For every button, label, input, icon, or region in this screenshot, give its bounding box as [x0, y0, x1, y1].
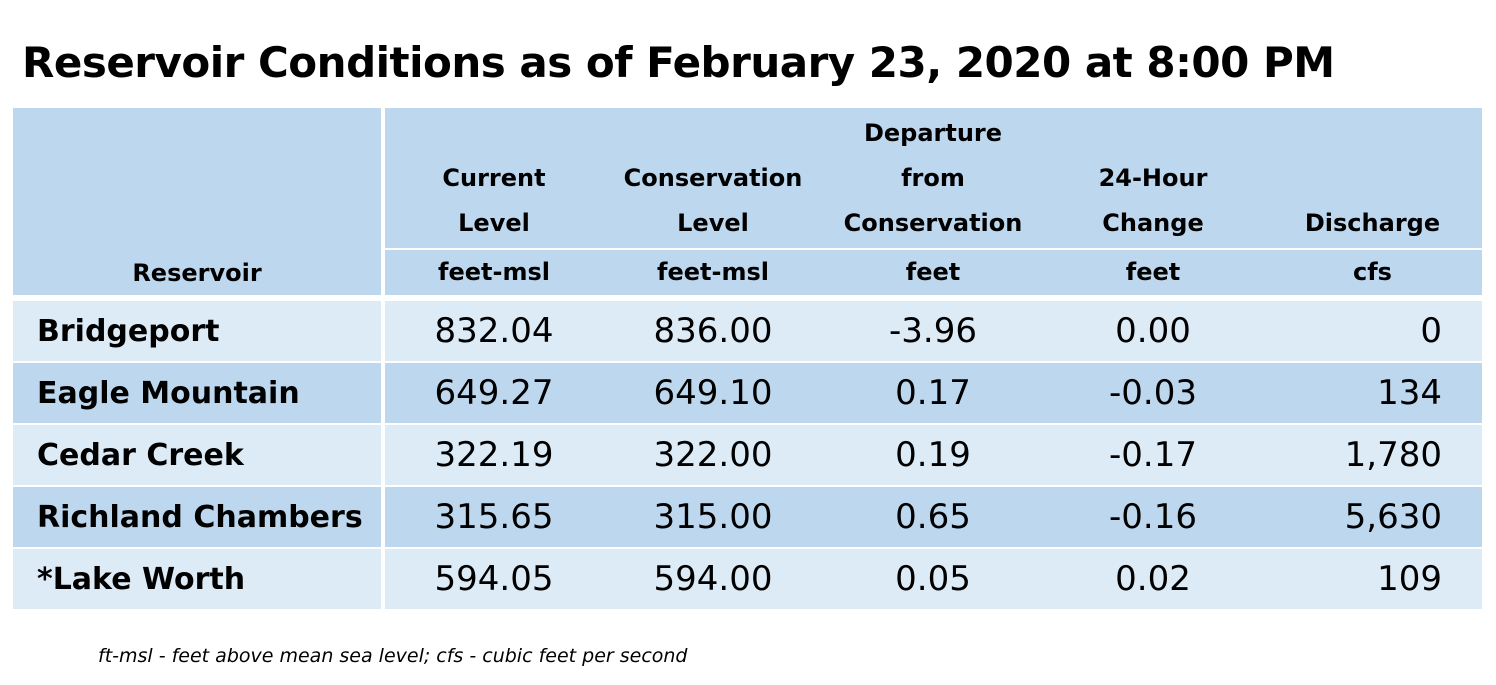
unit-departure: feet: [823, 248, 1043, 295]
discharge-value: 134: [1263, 361, 1482, 424]
table-units-row: feet-msl feet-msl feet feet cfs: [13, 248, 1482, 295]
unit-conservation-level: feet-msl: [603, 248, 823, 295]
column-header-departure: Departure from Conservation: [823, 108, 1043, 249]
header-departure-line3: Conservation: [843, 209, 1023, 237]
header-change-line1: 24-Hour: [1098, 164, 1208, 192]
change-value: -0.16: [1043, 485, 1263, 548]
reservoir-name: Cedar Creek: [13, 423, 383, 486]
column-header-conservation-level: Conservation Level: [603, 108, 823, 249]
conservation-level-value: 322.00: [603, 423, 823, 486]
departure-value: 0.19: [823, 423, 1043, 486]
header-conservation-line1: Conservation: [623, 164, 803, 192]
discharge-value: 0: [1263, 301, 1482, 362]
discharge-value: 109: [1263, 547, 1482, 609]
reservoir-table: Reservoir Current Level Conservation Lev…: [13, 108, 1482, 609]
change-value: 0.02: [1043, 547, 1263, 609]
reservoir-name: Richland Chambers: [13, 485, 383, 548]
current-level-value: 322.19: [381, 423, 603, 486]
table-row: Richland Chambers 315.65 315.00 0.65 -0.…: [13, 485, 1482, 548]
header-current-line2: Level: [458, 209, 530, 237]
header-discharge-line1: Discharge: [1304, 209, 1441, 237]
column-header-change: 24-Hour Change: [1043, 108, 1263, 249]
conservation-level-value: 315.00: [603, 485, 823, 548]
table-row: Bridgeport 832.04 836.00 -3.96 0.00 0: [13, 301, 1482, 362]
unit-current-level: feet-msl: [381, 248, 603, 295]
reservoir-name: *Lake Worth: [13, 547, 383, 609]
table-row: *Lake Worth 594.05 594.00 0.05 0.02 109: [13, 547, 1482, 609]
discharge-value: 5,630: [1263, 485, 1482, 548]
table-row: Cedar Creek 322.19 322.00 0.19 -0.17 1,7…: [13, 423, 1482, 486]
change-value: -0.17: [1043, 423, 1263, 486]
column-header-reservoir-label: Reservoir: [132, 259, 262, 287]
departure-value: 0.65: [823, 485, 1043, 548]
conservation-level-value: 594.00: [603, 547, 823, 609]
header-change-line2: Change: [1102, 209, 1204, 237]
column-header-current-level: Current Level: [381, 108, 603, 249]
header-departure-line1: Departure: [863, 119, 1003, 147]
current-level-value: 832.04: [381, 301, 603, 362]
header-conservation-line2: Level: [677, 209, 749, 237]
unit-change: feet: [1043, 248, 1263, 295]
conservation-level-value: 649.10: [603, 361, 823, 424]
header-gap: [13, 295, 1482, 301]
current-level-value: 315.65: [381, 485, 603, 548]
departure-value: -3.96: [823, 301, 1043, 362]
footnote: ft-msl - feet above mean sea level; cfs …: [98, 645, 688, 667]
reservoir-name: Bridgeport: [13, 301, 383, 362]
discharge-value: 1,780: [1263, 423, 1482, 486]
conservation-level-value: 836.00: [603, 301, 823, 362]
header-departure-line2: from: [901, 164, 965, 192]
change-value: 0.00: [1043, 301, 1263, 362]
column-header-discharge: Discharge: [1263, 108, 1482, 249]
page-title: Reservoir Conditions as of February 23, …: [22, 38, 1335, 87]
departure-value: 0.05: [823, 547, 1043, 609]
column-header-reservoir: Reservoir: [13, 108, 383, 295]
unit-discharge: cfs: [1263, 248, 1482, 295]
table-row: Eagle Mountain 649.27 649.10 0.17 -0.03 …: [13, 361, 1482, 424]
current-level-value: 649.27: [381, 361, 603, 424]
header-current-line1: Current: [442, 164, 546, 192]
current-level-value: 594.05: [381, 547, 603, 609]
table-header-row: Reservoir Current Level Conservation Lev…: [13, 108, 1482, 295]
departure-value: 0.17: [823, 361, 1043, 424]
change-value: -0.03: [1043, 361, 1263, 424]
reservoir-name: Eagle Mountain: [13, 361, 383, 424]
